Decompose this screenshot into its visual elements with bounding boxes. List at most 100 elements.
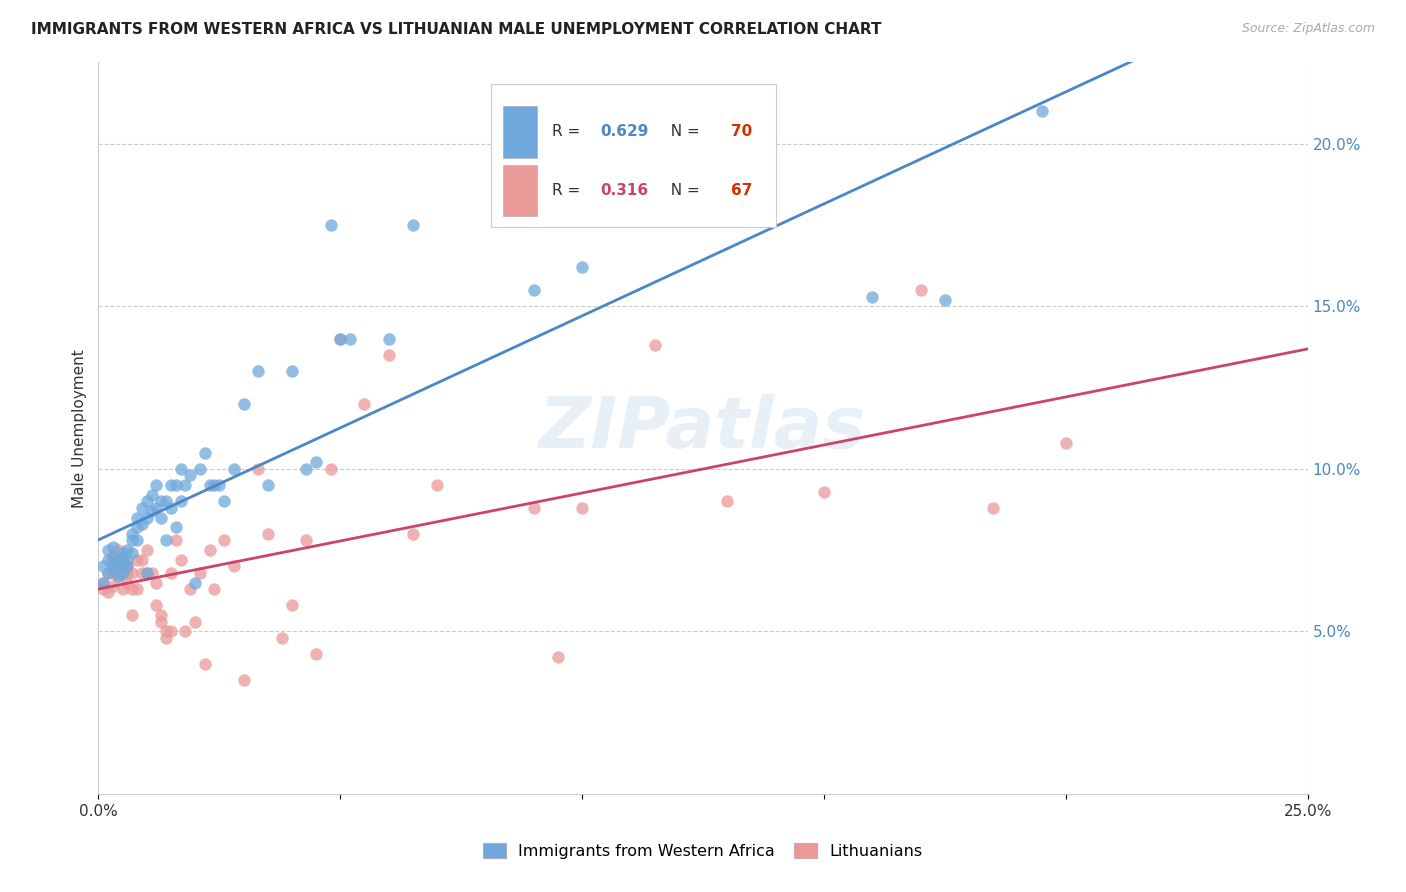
Point <box>117 553 139 567</box>
Point <box>179 582 201 596</box>
Point <box>295 462 318 476</box>
Point <box>204 478 226 492</box>
Point <box>131 500 153 515</box>
Point <box>329 332 352 346</box>
Point <box>204 582 226 596</box>
Point <box>523 500 546 515</box>
Point <box>141 488 163 502</box>
Point <box>117 543 139 558</box>
Point <box>117 575 139 590</box>
Point <box>169 462 191 476</box>
Point <box>232 673 254 687</box>
Point <box>91 575 114 590</box>
Point <box>107 569 129 583</box>
Point <box>160 624 183 639</box>
Point <box>1054 435 1077 450</box>
Point <box>117 559 139 574</box>
Point <box>179 468 201 483</box>
Point <box>111 549 134 564</box>
Point <box>353 397 375 411</box>
FancyBboxPatch shape <box>503 106 537 158</box>
Point <box>141 566 163 580</box>
Point <box>194 445 217 459</box>
Point <box>141 504 163 518</box>
Point <box>111 556 134 570</box>
Text: Source: ZipAtlas.com: Source: ZipAtlas.com <box>1241 22 1375 36</box>
Point <box>169 494 191 508</box>
Point <box>97 543 120 558</box>
Point <box>160 566 183 580</box>
Text: ZIPatlas: ZIPatlas <box>540 393 866 463</box>
Point <box>271 631 294 645</box>
Point <box>910 283 932 297</box>
Point <box>111 546 134 560</box>
Point <box>131 553 153 567</box>
Text: IMMIGRANTS FROM WESTERN AFRICA VS LITHUANIAN MALE UNEMPLOYMENT CORRELATION CHART: IMMIGRANTS FROM WESTERN AFRICA VS LITHUA… <box>31 22 882 37</box>
Point <box>247 364 270 378</box>
Point <box>256 526 278 541</box>
Point <box>145 478 167 492</box>
Point <box>232 397 254 411</box>
Point <box>305 647 328 661</box>
Point <box>91 559 114 574</box>
Point <box>135 566 157 580</box>
Point <box>121 608 143 623</box>
Point <box>150 510 173 524</box>
Point <box>295 533 318 548</box>
Point <box>165 533 187 548</box>
Point <box>97 553 120 567</box>
Point <box>111 566 134 580</box>
Point <box>426 478 449 492</box>
FancyBboxPatch shape <box>503 165 537 216</box>
Point <box>716 494 738 508</box>
Point <box>160 500 183 515</box>
Text: 0.629: 0.629 <box>600 124 648 139</box>
Point <box>981 500 1004 515</box>
Point <box>145 500 167 515</box>
Point <box>319 462 342 476</box>
Point <box>188 566 211 580</box>
Point <box>212 533 235 548</box>
Point <box>1031 104 1053 119</box>
Point <box>101 579 124 593</box>
Point <box>188 462 211 476</box>
Text: 70: 70 <box>731 124 752 139</box>
Point <box>111 566 134 580</box>
Point <box>155 494 177 508</box>
Point <box>174 624 197 639</box>
Point <box>198 543 221 558</box>
Point <box>101 566 124 580</box>
Point <box>107 553 129 567</box>
Point <box>165 520 187 534</box>
Point <box>377 348 399 362</box>
Point <box>111 582 134 596</box>
Text: N =: N = <box>661 124 704 139</box>
Point <box>127 553 149 567</box>
Point <box>150 608 173 623</box>
Point <box>174 478 197 492</box>
Point <box>91 575 114 590</box>
Point <box>127 520 149 534</box>
Point <box>247 462 270 476</box>
Point <box>222 462 245 476</box>
Point <box>127 582 149 596</box>
Point <box>135 566 157 580</box>
Point <box>117 566 139 580</box>
Point <box>165 478 187 492</box>
Point <box>208 478 231 492</box>
Point <box>155 631 177 645</box>
Text: R =: R = <box>551 183 585 198</box>
Point <box>339 332 361 346</box>
Point <box>377 332 399 346</box>
Point <box>97 585 120 599</box>
Point <box>212 494 235 508</box>
Point <box>305 455 328 469</box>
Point <box>222 559 245 574</box>
Y-axis label: Male Unemployment: Male Unemployment <box>72 349 87 508</box>
Point <box>107 569 129 583</box>
Point <box>97 566 120 580</box>
Point <box>547 650 569 665</box>
Point <box>145 575 167 590</box>
Point <box>107 543 129 558</box>
Point <box>101 540 124 554</box>
